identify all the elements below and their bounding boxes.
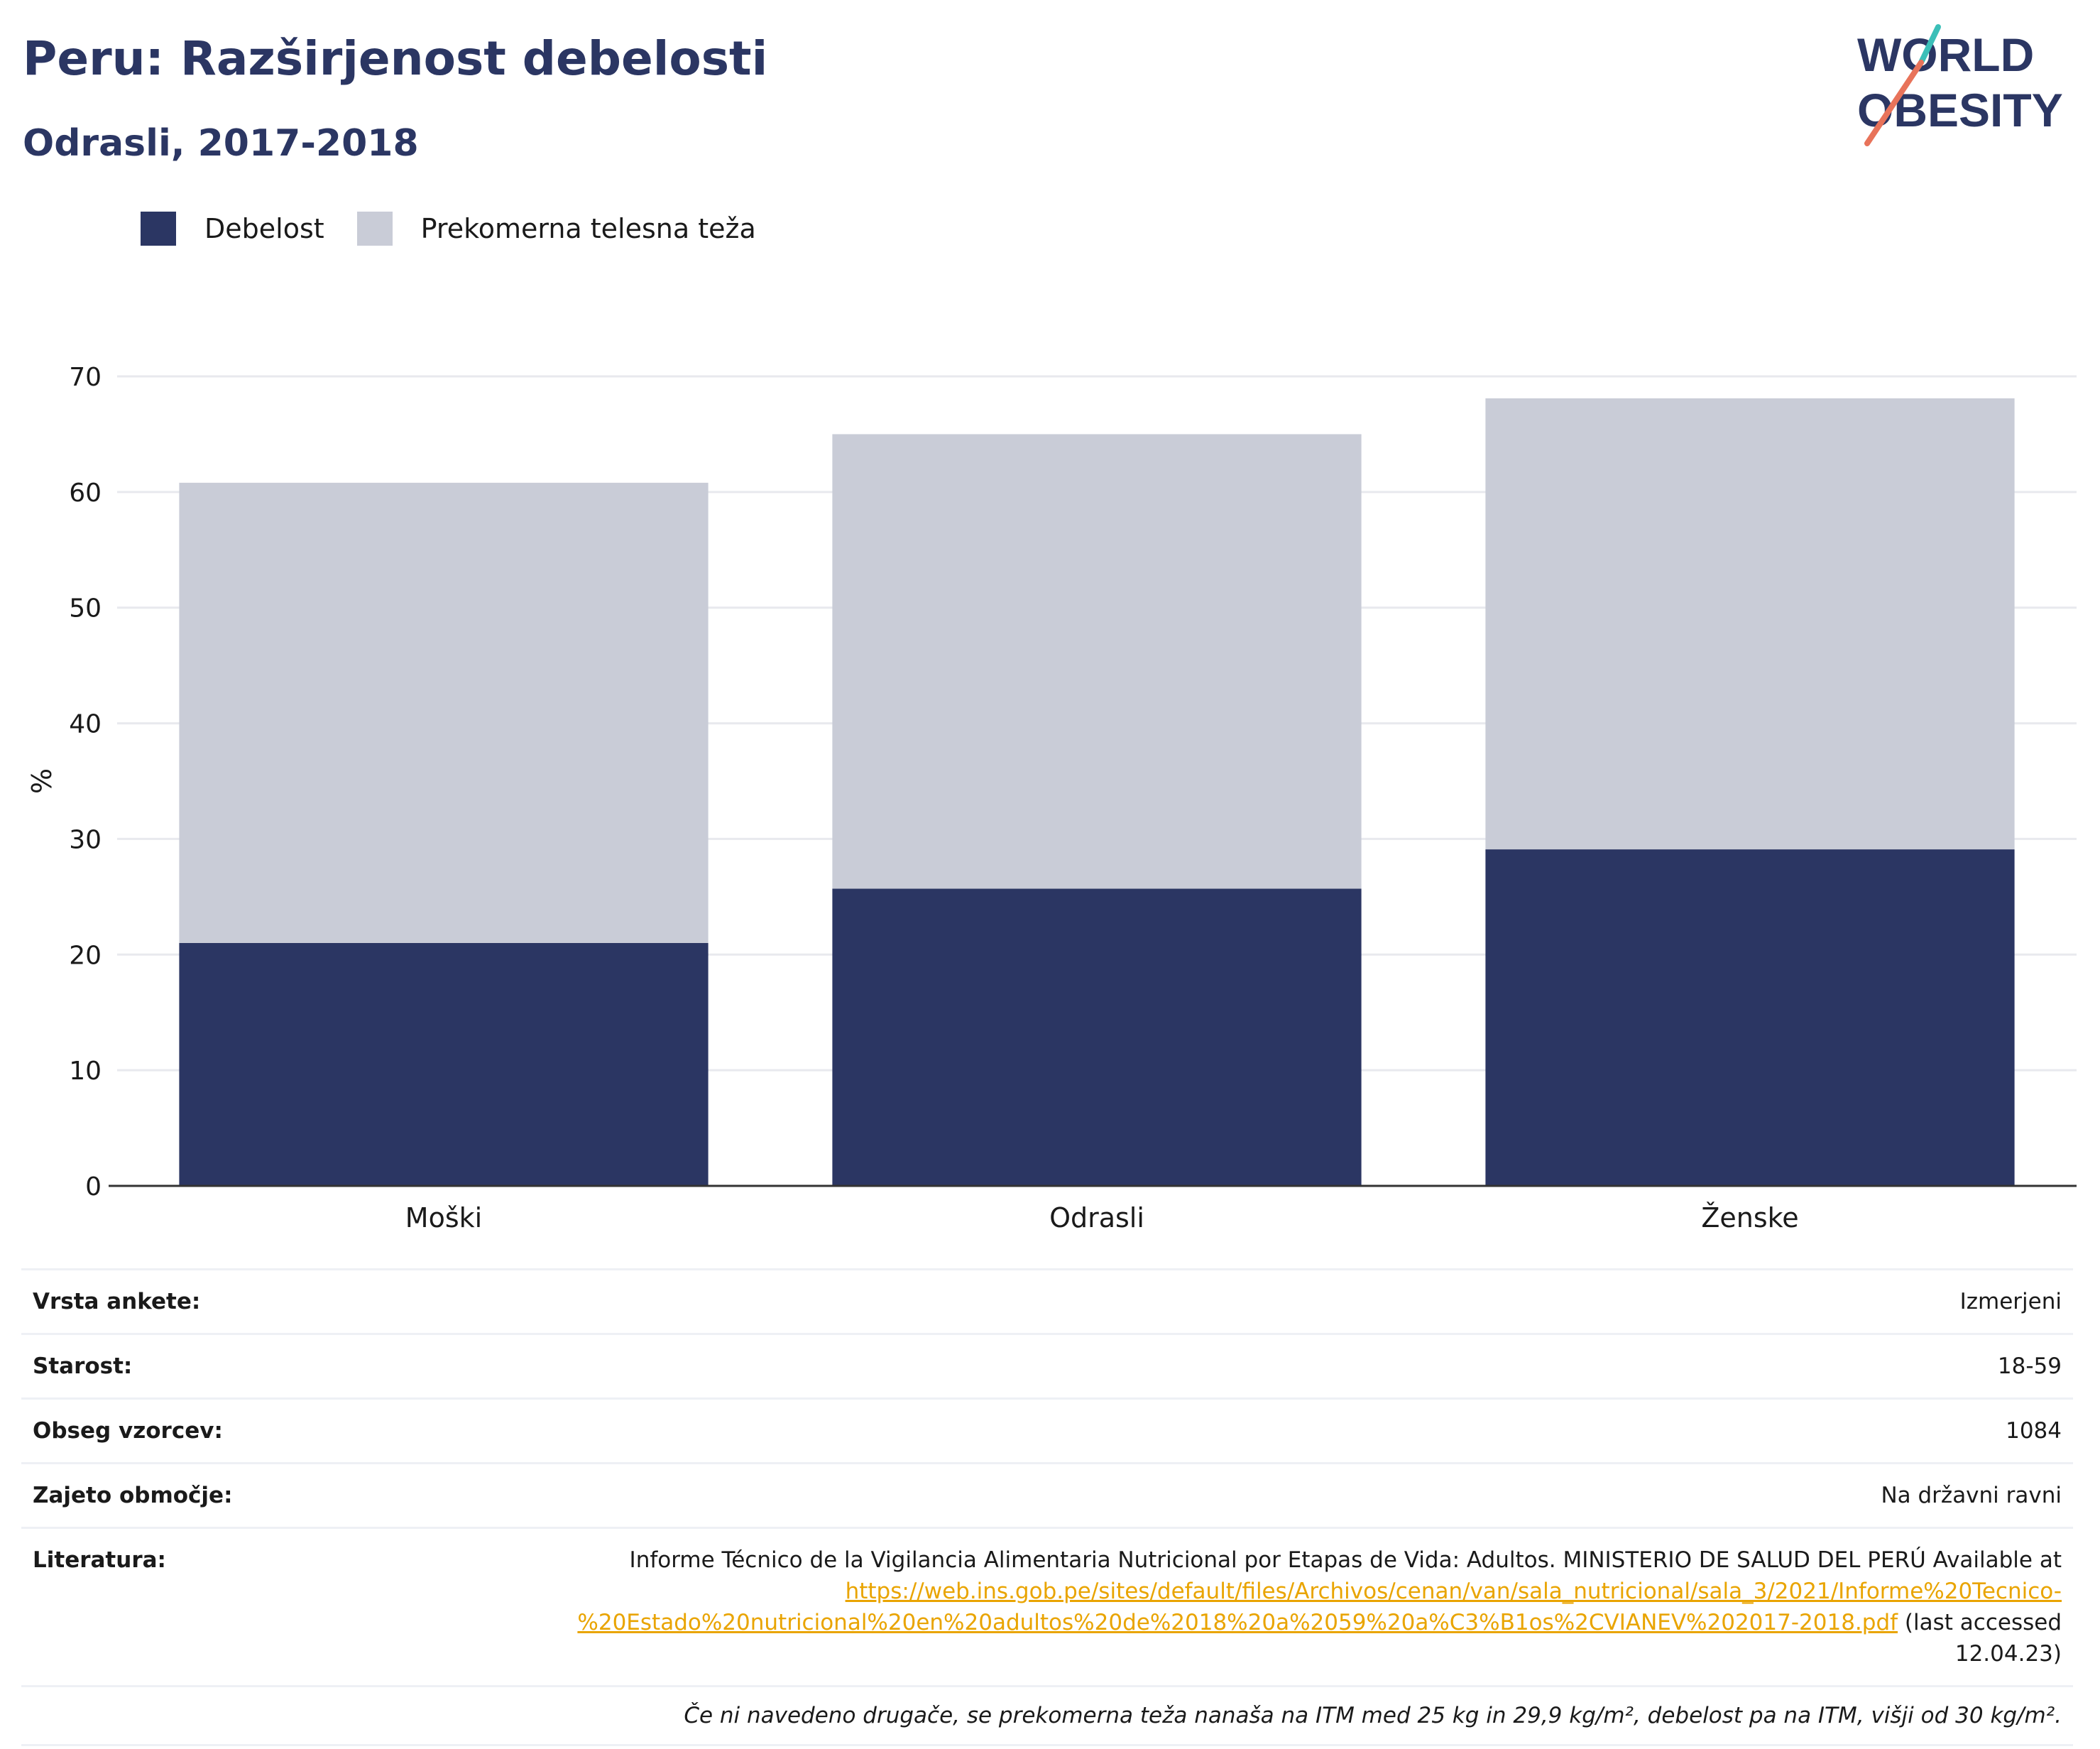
meta-value: 18-59	[1997, 1353, 2062, 1379]
bar-debelost	[1485, 849, 2015, 1186]
meta-row-sample-size: Obseg vzorcev: 1084	[21, 1400, 2073, 1464]
meta-key: Starost:	[33, 1353, 133, 1379]
page-title: Peru: Razširjenost debelosti	[23, 31, 768, 86]
legend-item-prekomerna: Prekomerna telesna teža	[356, 212, 756, 246]
bar-debelost	[179, 943, 709, 1186]
legend-swatch	[356, 212, 393, 246]
y-tick-label: 0	[85, 1172, 102, 1202]
literature-value: Informe Técnico de la Vigilancia Aliment…	[464, 1544, 2062, 1669]
meta-value: Izmerjeni	[1959, 1289, 2062, 1314]
y-tick-label: 50	[69, 594, 102, 623]
bar-prekomerna-telesna-teža	[832, 434, 1362, 889]
stacked-bar-chart: 0 10 20 30 40 50 60 70% Moški Odrasli Ženske	[26, 363, 2077, 1233]
meta-row-literature: Literatura: Informe Técnico de la Vigila…	[21, 1529, 2073, 1687]
legend-label: Debelost	[204, 213, 324, 244]
y-axis-label: %	[26, 768, 58, 794]
meta-value: 1084	[2006, 1418, 2062, 1444]
logo-line1: WORLD	[1857, 28, 2034, 81]
literature-access: (last accessed 12.04.23)	[1904, 1610, 2062, 1667]
metadata-table: Vrsta ankete: Izmerjeni Starost: 18-59 O…	[21, 1268, 2073, 1746]
x-tick-label: Moški	[405, 1202, 482, 1233]
y-tick-label: 20	[69, 941, 102, 970]
y-tick-label: 40	[69, 710, 102, 739]
legend-item-debelost: Debelost	[141, 212, 324, 246]
x-tick-label: Odrasli	[1049, 1202, 1144, 1233]
bar-debelost	[832, 888, 1362, 1186]
meta-row-area: Zajeto območje: Na državni ravni	[21, 1464, 2073, 1529]
bar-prekomerna-telesna-teža	[1485, 398, 2015, 850]
literature-text: Informe Técnico de la Vigilancia Aliment…	[629, 1547, 2062, 1573]
chart-legend: Debelost Prekomerna telesna teža	[141, 212, 789, 246]
meta-row-survey-type: Vrsta ankete: Izmerjeni	[21, 1270, 2073, 1335]
bar-prekomerna-telesna-teža	[179, 482, 709, 943]
meta-key: Literatura:	[33, 1547, 166, 1573]
meta-row-age: Starost: 18-59	[21, 1335, 2073, 1400]
meta-key: Obseg vzorcev:	[33, 1418, 223, 1444]
page-subtitle: Odrasli, 2017-2018	[23, 122, 419, 165]
world-obesity-logo: WORLD OBESITY	[1857, 24, 2063, 146]
y-tick-label: 60	[69, 479, 102, 508]
y-tick-label: 30	[69, 825, 102, 854]
literature-link[interactable]: https://web.ins.gob.pe/sites/default/fil…	[577, 1579, 2062, 1635]
meta-value: Na državni ravni	[1881, 1483, 2062, 1508]
y-tick-label: 10	[69, 1057, 102, 1086]
meta-key: Zajeto območje:	[33, 1483, 233, 1508]
legend-swatch	[141, 212, 176, 246]
y-tick-label: 70	[69, 363, 102, 392]
legend-label: Prekomerna telesna teža	[420, 213, 756, 244]
footnote: Če ni navedeno drugače, se prekomerna te…	[21, 1687, 2073, 1746]
meta-key: Vrsta ankete:	[33, 1289, 201, 1314]
x-tick-label: Ženske	[1701, 1202, 1798, 1233]
